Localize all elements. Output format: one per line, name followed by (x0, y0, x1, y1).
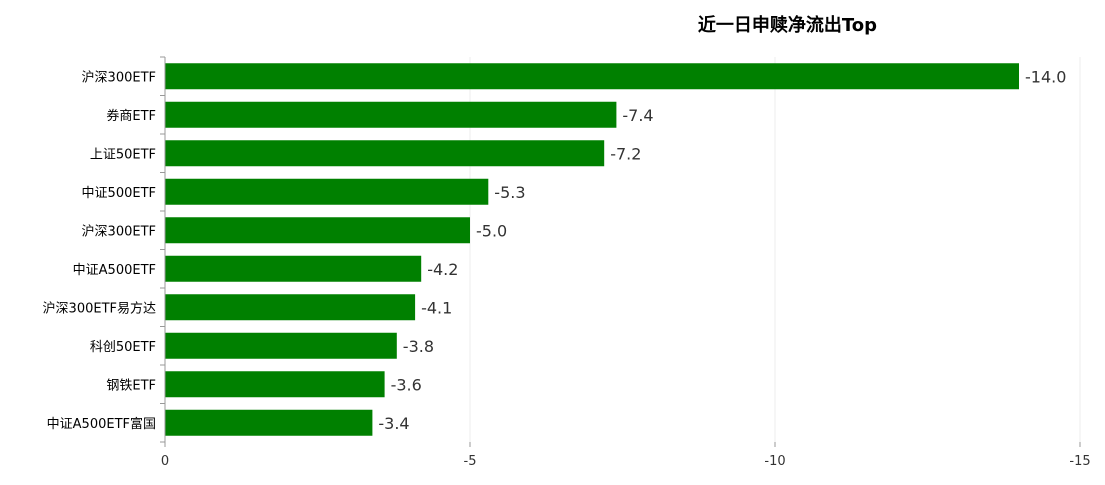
value-label: -3.4 (378, 414, 409, 433)
value-label: -4.1 (421, 298, 452, 317)
x-tick-label: -5 (464, 454, 477, 469)
bar (165, 140, 605, 167)
value-label: -7.4 (622, 106, 653, 125)
category-label: 上证50ETF (90, 147, 156, 162)
labels: 0 -5 -10 -15 沪深300ETF -14.0 券商ETF -7.4 上证50ETF -7… (43, 67, 1091, 469)
value-label: -3.8 (403, 337, 434, 356)
category-label: 钢铁ETF (106, 378, 156, 393)
category-label: 中证500ETF (82, 186, 156, 201)
bar (165, 255, 422, 282)
category-label: 中证A500ETF (73, 263, 156, 278)
value-label: -5.3 (494, 183, 525, 202)
value-label: -14.0 (1025, 67, 1066, 86)
x-tick-label: -15 (1069, 454, 1090, 469)
bar (165, 101, 617, 128)
bar (165, 371, 385, 398)
x-tick-label: 0 (161, 454, 169, 469)
value-label: -7.2 (610, 144, 641, 163)
bar (165, 178, 489, 205)
bar (165, 217, 470, 244)
x-tick-label: -10 (764, 454, 785, 469)
bar (165, 332, 397, 359)
category-label: 沪深300ETF易方达 (43, 300, 156, 316)
value-label: -5.0 (476, 221, 507, 240)
category-label: 中证A500ETF富国 (47, 416, 156, 432)
chart-title: 近一日申赎净流出Top (697, 15, 878, 36)
category-label: 沪深300ETF (82, 223, 156, 239)
bar (165, 294, 416, 321)
category-label: 科创50ETF (90, 340, 156, 355)
category-label: 沪深300ETF (82, 69, 156, 85)
bar (165, 63, 1019, 90)
bars (165, 63, 1019, 436)
category-label: 券商ETF (106, 108, 156, 124)
bar (165, 409, 373, 436)
axes (160, 56, 1081, 447)
value-label: -3.6 (391, 375, 422, 394)
value-label: -4.2 (427, 260, 458, 279)
